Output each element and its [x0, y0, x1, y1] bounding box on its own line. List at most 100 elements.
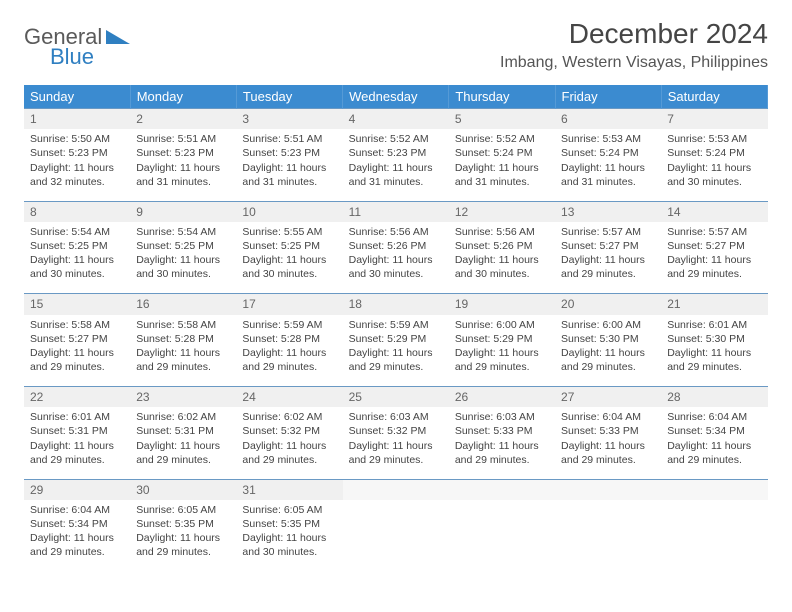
sunset-text: Sunset: 5:34 PM [667, 424, 761, 438]
header: General Blue December 2024 Imbang, Weste… [24, 18, 768, 73]
daylight-text: Daylight: 11 hours and 29 minutes. [349, 346, 443, 374]
calendar-body: 1234567Sunrise: 5:50 AMSunset: 5:23 PMDa… [24, 109, 768, 572]
day-number-cell: 17 [236, 294, 342, 315]
sunrise-text: Sunrise: 6:04 AM [30, 503, 124, 517]
sunset-text: Sunset: 5:30 PM [667, 332, 761, 346]
month-title: December 2024 [500, 18, 768, 50]
sunrise-text: Sunrise: 5:57 AM [561, 225, 655, 239]
day-info-row: Sunrise: 6:01 AM Sunset: 5:31 PM Daylight:… [24, 407, 768, 479]
day-info-cell: Sunrise: 6:03 AMSunset: 5:32 PMDaylight:… [343, 407, 449, 479]
day-number-cell [449, 479, 555, 500]
sunrise-text: Sunrise: 5:56 AM [455, 225, 549, 239]
day-number-cell: 3 [236, 109, 342, 130]
sunset-text: Sunset: 5:23 PM [349, 146, 443, 160]
logo: General Blue [24, 24, 144, 73]
day-number-cell: 4 [343, 109, 449, 130]
title-block: December 2024 Imbang, Western Visayas, P… [500, 18, 768, 72]
day-number-cell [343, 479, 449, 500]
daylight-text: Daylight: 11 hours and 30 minutes. [242, 531, 336, 559]
daylight-text: Daylight: 11 hours and 29 minutes. [136, 531, 230, 559]
day-info-cell: Sunrise: 5:55 AMSunset: 5:25 PMDaylight:… [236, 222, 342, 294]
sunset-text: Sunset: 5:27 PM [561, 239, 655, 253]
day-number-row: 891011121314 [24, 201, 768, 222]
sunset-text: Sunset: 5:34 PM [30, 517, 124, 531]
day-number-cell: 22 [24, 387, 130, 408]
day-number-cell: 23 [130, 387, 236, 408]
day-number-row: 293031 [24, 479, 768, 500]
day-header: Saturday [661, 85, 767, 109]
day-number-cell: 18 [343, 294, 449, 315]
sunset-text: Sunset: 5:28 PM [242, 332, 336, 346]
sunset-text: Sunset: 5:32 PM [242, 424, 336, 438]
daylight-text: Daylight: 11 hours and 31 minutes. [455, 161, 549, 189]
sunset-text: Sunset: 5:23 PM [30, 146, 124, 160]
sunset-text: Sunset: 5:30 PM [561, 332, 655, 346]
day-info-cell: Sunrise: 5:51 AMSunset: 5:23 PMDaylight:… [236, 129, 342, 201]
sunrise-text: Sunrise: 5:56 AM [349, 225, 443, 239]
day-number-cell: 15 [24, 294, 130, 315]
day-number-cell: 19 [449, 294, 555, 315]
day-info-cell [449, 500, 555, 572]
location: Imbang, Western Visayas, Philippines [500, 54, 768, 72]
daylight-text: Daylight: 11 hours and 31 minutes. [242, 161, 336, 189]
day-info-cell: Sunrise: 5:54 AMSunset: 5:25 PMDaylight:… [130, 222, 236, 294]
sunrise-text: Sunrise: 5:51 AM [242, 132, 336, 146]
daylight-text: Daylight: 11 hours and 29 minutes. [136, 346, 230, 374]
day-number-row: 22232425262728 [24, 387, 768, 408]
sunset-text: Sunset: 5:24 PM [667, 146, 761, 160]
sunrise-text: Sunrise: 5:59 AM [242, 318, 336, 332]
daylight-text: Daylight: 11 hours and 31 minutes. [136, 161, 230, 189]
day-info-cell: Sunrise: 5:59 AMSunset: 5:29 PMDaylight:… [343, 315, 449, 387]
day-number-cell: 25 [343, 387, 449, 408]
day-number-row: 15161718192021 [24, 294, 768, 315]
sunset-text: Sunset: 5:24 PM [561, 146, 655, 160]
sunrise-text: Sunrise: 6:03 AM [349, 410, 443, 424]
daylight-text: Daylight: 11 hours and 29 minutes. [667, 346, 761, 374]
daylight-text: Daylight: 11 hours and 29 minutes. [242, 346, 336, 374]
day-number-cell: 10 [236, 201, 342, 222]
day-number-cell: 28 [661, 387, 767, 408]
day-info-cell: Sunrise: 6:04 AMSunset: 5:34 PMDaylight:… [24, 500, 130, 572]
day-header: Monday [130, 85, 236, 109]
sunset-text: Sunset: 5:35 PM [242, 517, 336, 531]
day-info-cell: Sunrise: 6:00 AMSunset: 5:29 PMDaylight:… [449, 315, 555, 387]
daylight-text: Daylight: 11 hours and 29 minutes. [30, 346, 124, 374]
sunset-text: Sunset: 5:26 PM [455, 239, 549, 253]
day-header: Tuesday [236, 85, 342, 109]
day-info-cell: Sunrise: 5:57 AMSunset: 5:27 PMDaylight:… [555, 222, 661, 294]
sunrise-text: Sunrise: 5:53 AM [667, 132, 761, 146]
day-info-cell: Sunrise: 6:00 AMSunset: 5:30 PMDaylight:… [555, 315, 661, 387]
sunset-text: Sunset: 5:33 PM [455, 424, 549, 438]
sunset-text: Sunset: 5:25 PM [242, 239, 336, 253]
day-number-cell: 1 [24, 109, 130, 130]
day-info-cell: Sunrise: 5:52 AMSunset: 5:23 PMDaylight:… [343, 129, 449, 201]
sunrise-text: Sunrise: 5:53 AM [561, 132, 655, 146]
sunset-text: Sunset: 5:29 PM [455, 332, 549, 346]
day-info-cell: Sunrise: 6:01 AMSunset: 5:31 PMDaylight:… [24, 407, 130, 479]
logo-triangle-icon [106, 30, 130, 44]
day-number-cell: 21 [661, 294, 767, 315]
sunset-text: Sunset: 5:31 PM [136, 424, 230, 438]
sunset-text: Sunset: 5:26 PM [349, 239, 443, 253]
daylight-text: Daylight: 11 hours and 30 minutes. [136, 253, 230, 281]
day-info-row: Sunrise: 5:54 AM Sunset: 5:25 PM Daylight:… [24, 222, 768, 294]
sunset-text: Sunset: 5:35 PM [136, 517, 230, 531]
sunset-text: Sunset: 5:23 PM [136, 146, 230, 160]
daylight-text: Daylight: 11 hours and 29 minutes. [455, 439, 549, 467]
day-number-cell: 24 [236, 387, 342, 408]
sunrise-text: Sunrise: 6:04 AM [561, 410, 655, 424]
day-info-cell: Sunrise: 6:01 AMSunset: 5:30 PMDaylight:… [661, 315, 767, 387]
sunrise-text: Sunrise: 5:54 AM [136, 225, 230, 239]
day-number-cell: 30 [130, 479, 236, 500]
day-number-cell: 14 [661, 201, 767, 222]
sunrise-text: Sunrise: 6:04 AM [667, 410, 761, 424]
day-info-cell: Sunrise: 5:57 AMSunset: 5:27 PMDaylight:… [661, 222, 767, 294]
day-info-cell: Sunrise: 6:02 AMSunset: 5:32 PMDaylight:… [236, 407, 342, 479]
day-info-row: Sunrise: 5:50 AMSunset: 5:23 PMDaylight:… [24, 129, 768, 201]
daylight-text: Daylight: 11 hours and 29 minutes. [349, 439, 443, 467]
sunrise-text: Sunrise: 6:01 AM [30, 410, 124, 424]
daylight-text: Daylight: 11 hours and 30 minutes. [667, 161, 761, 189]
day-number-cell: 5 [449, 109, 555, 130]
sunrise-text: Sunrise: 6:00 AM [455, 318, 549, 332]
daylight-text: Daylight: 11 hours and 29 minutes. [667, 439, 761, 467]
